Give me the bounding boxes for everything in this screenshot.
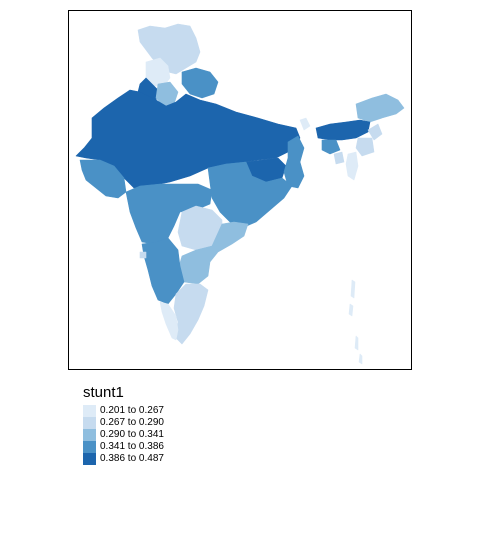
legend-label: 0.341 to 0.386	[100, 441, 164, 452]
legend-rows: 0.201 to 0.267 0.267 to 0.290 0.290 to 0…	[83, 405, 164, 465]
region-tripura	[333, 151, 345, 165]
region-arunachal	[355, 93, 405, 123]
region-manipur	[355, 137, 375, 157]
legend-swatch	[83, 429, 96, 441]
map-legend: stunt1 0.201 to 0.267 0.267 to 0.290 0.2…	[83, 384, 164, 465]
legend-row: 0.267 to 0.290	[83, 417, 164, 429]
legend-row: 0.386 to 0.487	[83, 453, 164, 465]
region-kerala	[159, 301, 179, 341]
region-meghalaya	[321, 139, 341, 155]
region-mizoram	[345, 151, 359, 181]
legend-swatch	[83, 405, 96, 417]
region-tamil-nadu	[173, 283, 209, 345]
legend-label: 0.290 to 0.341	[100, 429, 164, 440]
region-andaman	[348, 279, 363, 365]
region-nagaland	[367, 123, 383, 141]
legend-title: stunt1	[83, 384, 124, 401]
legend-row: 0.341 to 0.386	[83, 441, 164, 453]
region-sikkim	[299, 117, 311, 131]
legend-label: 0.201 to 0.267	[100, 405, 164, 416]
region-andhra	[177, 221, 249, 285]
region-gujarat	[79, 159, 127, 199]
legend-row: 0.290 to 0.341	[83, 429, 164, 441]
region-goa	[139, 251, 147, 259]
legend-label: 0.386 to 0.487	[100, 453, 164, 464]
legend-label: 0.267 to 0.290	[100, 417, 164, 428]
legend-swatch	[83, 453, 96, 465]
region-west-bengal	[283, 135, 305, 189]
region-jammu-kashmir	[137, 23, 201, 75]
region-uttarakhand	[181, 67, 219, 99]
legend-swatch	[83, 417, 96, 429]
region-chhattisgarh-odisha	[207, 161, 293, 229]
legend-swatch	[83, 441, 96, 453]
region-assam	[315, 119, 371, 141]
legend-row: 0.201 to 0.267	[83, 405, 164, 417]
